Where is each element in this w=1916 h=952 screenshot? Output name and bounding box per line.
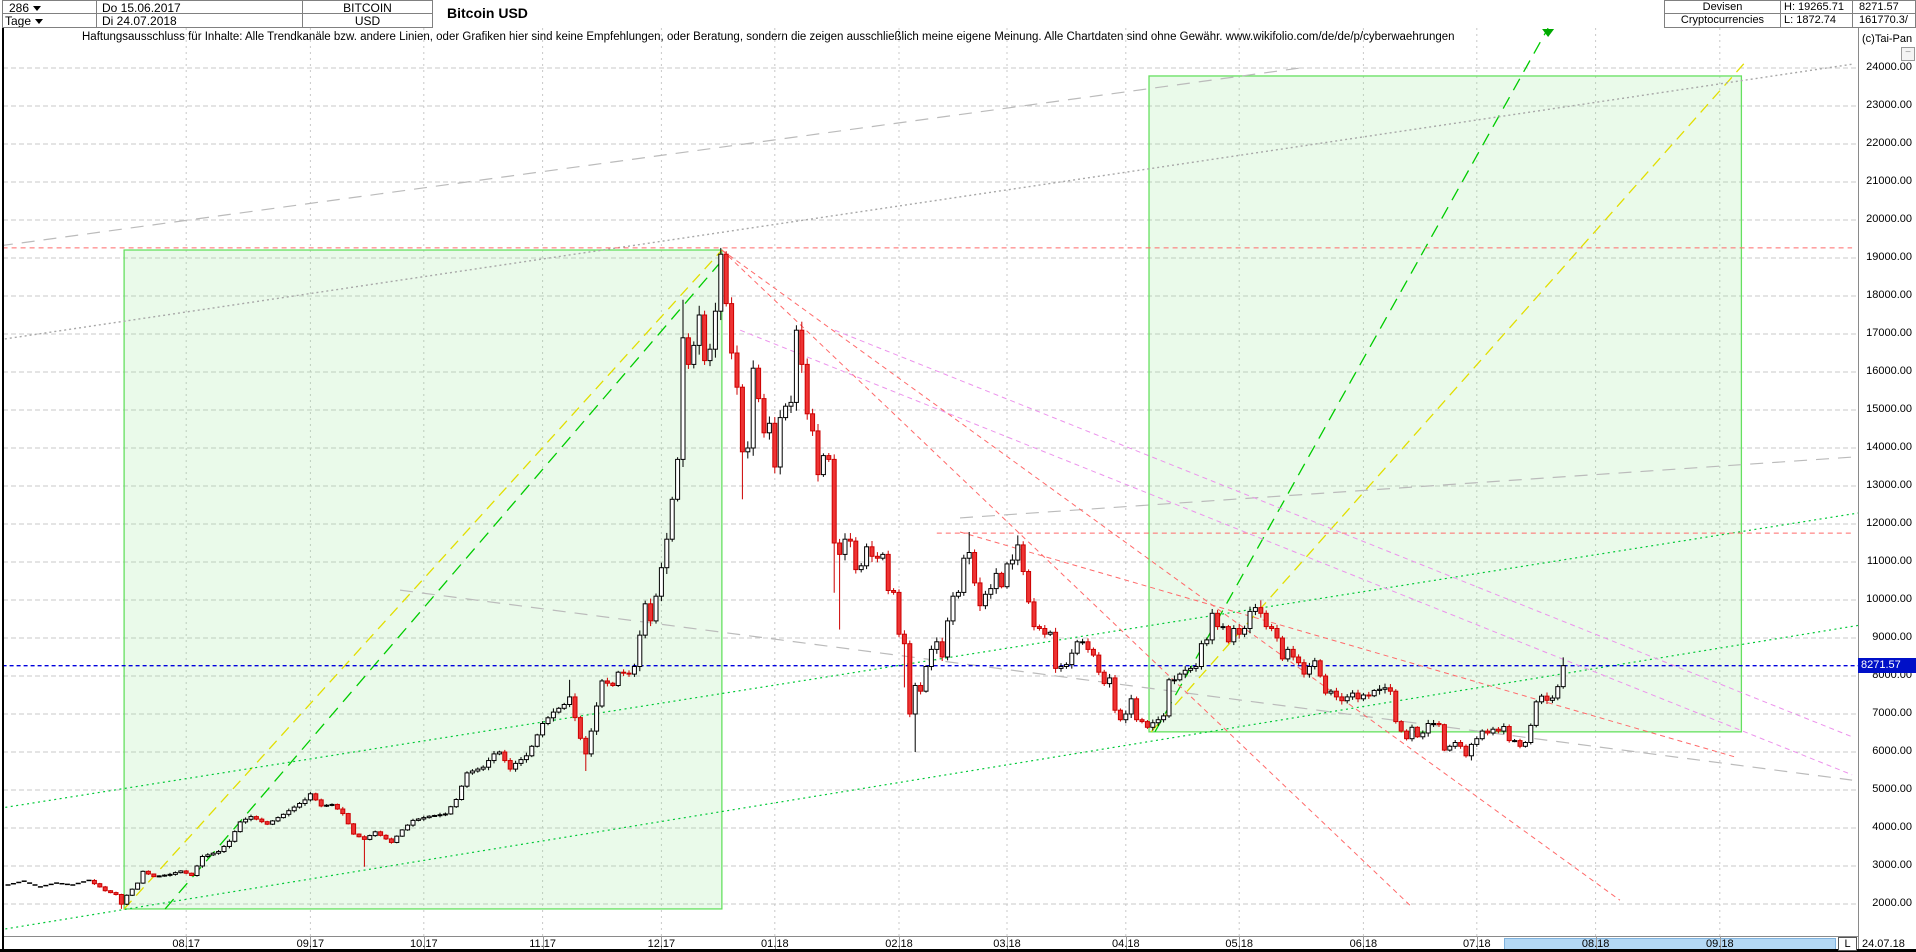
month-tick	[774, 936, 776, 949]
date-to: Di 24.07.2018	[96, 13, 303, 28]
price-tick-label: 7000.00	[1872, 707, 1912, 719]
month-tick	[423, 936, 425, 949]
price-tick-label: 16000.00	[1866, 365, 1912, 377]
month-tick	[1719, 936, 1721, 949]
price-tick-label: 12000.00	[1866, 517, 1912, 529]
date-from: Do 15.06.2017	[96, 0, 303, 14]
header-bar: 286 Tage Do 15.06.2017 Di 24.07.2018 BIT…	[0, 0, 1916, 28]
month-tick-label: 08.17	[172, 938, 200, 950]
trendline-gray-flat-resistance	[959, 456, 1853, 519]
price-tick-label: 24000.00	[1866, 61, 1912, 73]
month-tick	[1007, 936, 1008, 949]
month-tick-label: 05.18	[1225, 938, 1253, 950]
last-price-cell: 8271.57	[1852, 0, 1916, 14]
price-tick-label: 23000.00	[1866, 99, 1912, 111]
price-tick-label: 17000.00	[1866, 327, 1912, 339]
month-tick	[1595, 936, 1597, 949]
last-price-badge: 8271.57	[1858, 658, 1916, 674]
plot-left-border	[2, 28, 4, 949]
month-tick	[542, 936, 544, 949]
cursor-date-label: 24.07.18	[1862, 938, 1905, 950]
chevron-down-icon	[35, 19, 44, 25]
month-tick-label: 08.18	[1581, 938, 1610, 950]
trendline-pink-downtrend-1	[740, 329, 1853, 776]
month-tick	[661, 936, 663, 949]
month-tick	[186, 936, 188, 949]
price-tick-label: 22000.00	[1866, 137, 1912, 149]
category-line1: Devisen	[1664, 0, 1781, 14]
period-dropdown[interactable]: Tage	[2, 13, 97, 28]
month-tick-label: 09.17	[296, 938, 325, 950]
price-axis-line	[1858, 28, 1859, 949]
month-tick-label: 11.17	[529, 938, 556, 950]
month-tick	[1125, 936, 1127, 949]
collapse-axis-button[interactable]: −	[1901, 47, 1915, 61]
month-tick-label: 04.18	[1112, 938, 1140, 950]
price-tick-label: 5000.00	[1872, 783, 1912, 795]
info-value-cell: 161770.3/	[1852, 13, 1916, 28]
period-low: L: 1872.74	[1780, 13, 1853, 28]
price-tick-label: 9000.00	[1872, 631, 1912, 643]
window-bottom-border	[0, 949, 1916, 952]
trendline-red-downtrend-medium	[721, 249, 1621, 901]
price-tick-label: 4000.00	[1872, 821, 1912, 833]
green-breakout-marker	[1542, 29, 1555, 37]
price-tick-label: 20000.00	[1866, 213, 1912, 225]
month-tick	[899, 936, 900, 949]
price-tick-label: 14000.00	[1866, 441, 1912, 453]
price-tick-label: 19000.00	[1866, 251, 1912, 263]
trendline-green-uptrend-2017	[164, 254, 728, 910]
bars-count-dropdown[interactable]: 286	[2, 0, 97, 14]
category-line2: Cryptocurrencies	[1664, 13, 1781, 28]
period-high: H: 19265.71	[1780, 0, 1853, 14]
price-tick-label: 13000.00	[1866, 479, 1912, 491]
time-axis-line	[3, 936, 1858, 937]
trendline-green-dotted-support-1	[3, 624, 1858, 930]
month-tick-label: 10.17	[410, 938, 438, 950]
symbol-currency: USD	[302, 13, 433, 28]
trendline-gray-dotted-resistance	[3, 63, 1853, 340]
price-tick-label: 3000.00	[1872, 859, 1912, 871]
month-tick-label: 06.18	[1349, 938, 1378, 950]
chart-title: Bitcoin USD	[447, 5, 528, 21]
month-tick-label: 12.17	[647, 938, 676, 950]
price-tick-label: 15000.00	[1866, 403, 1912, 415]
symbol-name: BITCOIN	[302, 0, 433, 14]
trendline-pink-downtrend-2	[834, 329, 1853, 738]
disclaimer-text: Haftungsausschluss für Inhalte: Alle Tre…	[82, 31, 1455, 43]
month-tick	[1239, 936, 1241, 949]
month-tick	[1476, 936, 1478, 949]
month-tick-label: 01.18	[761, 938, 789, 950]
month-tick-label: 09.18	[1706, 938, 1734, 950]
price-tick-label: 18000.00	[1866, 289, 1912, 301]
trendline-gray-downtrend-lower	[399, 589, 1853, 781]
chevron-down-icon	[33, 6, 42, 12]
month-tick-label: 02.18	[885, 938, 913, 950]
price-tick-label: 10000.00	[1866, 593, 1912, 605]
vertical-gridlines	[185, 28, 1721, 936]
price-tick-label: 21000.00	[1866, 175, 1912, 187]
trendline-yellow-uptrend-2017	[123, 249, 723, 910]
price-tick-label: 2000.00	[1872, 897, 1912, 909]
last-bar-marker: L	[1838, 937, 1857, 951]
trendline-green-dotted-support-2	[3, 512, 1858, 809]
price-tick-label: 6000.00	[1872, 745, 1912, 757]
candlesticks	[5, 247, 1566, 909]
recovery-2018-channel	[1148, 75, 1743, 733]
month-tick	[310, 936, 312, 949]
month-tick-label: 03.18	[993, 938, 1021, 950]
month-tick-label: 07.18	[1463, 938, 1491, 950]
month-tick	[1363, 936, 1365, 949]
price-tick-label: 11000.00	[1866, 555, 1912, 567]
copyright-label: (c)Tai-Pan	[1862, 33, 1913, 45]
trendline-green-uptrend-2018	[1154, 28, 1549, 733]
trendline-gray-channel-upper	[3, 67, 1301, 247]
